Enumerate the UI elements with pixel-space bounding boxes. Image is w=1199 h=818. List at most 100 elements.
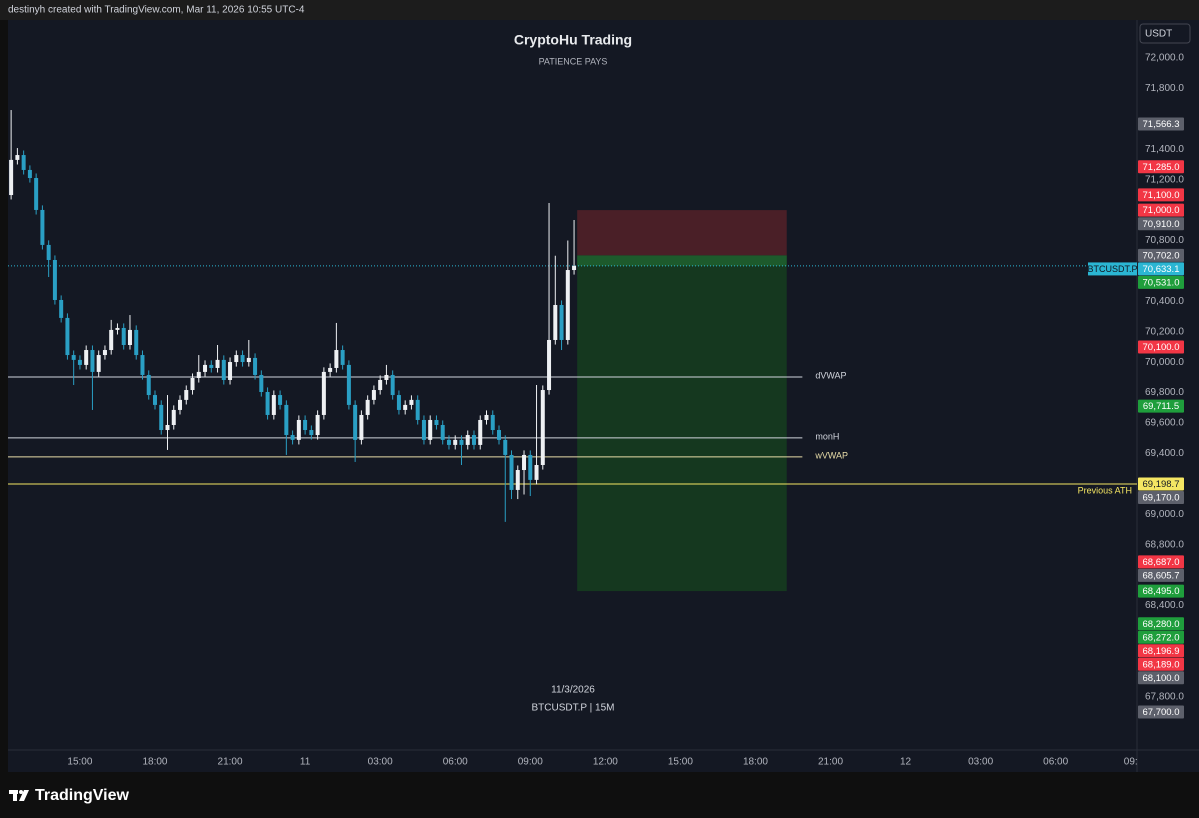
price-tag: [1138, 568, 1184, 582]
y-tick-label: 71,400.0: [1145, 144, 1184, 155]
candle-body: [296, 419, 301, 440]
candle-body: [559, 305, 564, 340]
y-tick-label: 70,200.0: [1145, 326, 1184, 337]
level-label: dVWAP: [815, 370, 846, 380]
candle-body: [90, 350, 95, 372]
candle-body: [515, 470, 520, 490]
candle-body: [221, 359, 226, 380]
x-tick-label: 03:00: [968, 757, 993, 768]
candle-body: [321, 371, 326, 415]
candle-body: [234, 355, 239, 363]
chart-pane: [8, 20, 1137, 750]
candle-body: [346, 364, 351, 405]
candle-body: [184, 390, 189, 400]
price-tag: [1138, 705, 1184, 719]
candle-body: [278, 395, 283, 405]
y-tick-label: 67,800.0: [1145, 691, 1184, 702]
candle-body: [27, 169, 32, 179]
candle-body: [565, 270, 570, 340]
y-tick-label: 72,000.0: [1145, 53, 1184, 64]
symbol-tag-label: BTCUSDT.P: [1087, 264, 1137, 274]
y-tick-label: 70,800.0: [1145, 235, 1184, 246]
x-tick-label: 21:00: [818, 757, 843, 768]
candle-body: [459, 439, 464, 445]
price-tag-label: 68,189.0: [1143, 659, 1180, 670]
candle-body: [246, 357, 251, 363]
candle-body: [371, 390, 376, 400]
candle-body: [390, 374, 395, 396]
candle-body: [478, 419, 483, 445]
price-tag: [1138, 491, 1184, 505]
candle-body: [178, 399, 183, 410]
candle-body: [509, 454, 514, 490]
price-tag: [1138, 644, 1184, 658]
candle-body: [465, 435, 470, 445]
candle-body: [146, 374, 151, 396]
candle-body: [171, 409, 176, 425]
candle-body: [71, 355, 76, 360]
price-tag: [1138, 477, 1184, 491]
candle-body: [384, 374, 389, 380]
candle-body: [165, 424, 170, 431]
price-tag-label: 69,170.0: [1143, 493, 1180, 504]
candle-body: [528, 454, 533, 480]
candle-body: [40, 209, 45, 245]
x-tick-label: 15:00: [67, 757, 92, 768]
brand-logo: [9, 790, 29, 801]
y-tick-label: 69,600.0: [1145, 418, 1184, 429]
candle-body: [209, 364, 214, 368]
candle-body: [290, 435, 295, 440]
x-tick-label: 03:00: [368, 757, 393, 768]
price-tag-label: 68,605.7: [1143, 570, 1180, 581]
candle-body: [522, 454, 527, 471]
candle-body: [21, 155, 26, 170]
x-tick-label: 06:00: [443, 757, 468, 768]
price-tag-label: 70,100.0: [1143, 342, 1180, 353]
candle-body: [228, 362, 233, 380]
candle-body: [253, 357, 258, 375]
currency-button[interactable]: [1139, 23, 1191, 44]
x-tick-label: 06:00: [1043, 757, 1068, 768]
price-tag-label: 70,531.0: [1143, 277, 1180, 288]
candle-body: [434, 419, 439, 425]
symbol-tag: [1088, 262, 1137, 276]
candle-body: [134, 329, 139, 356]
level-label: Previous ATH: [1078, 485, 1132, 495]
candle-body: [503, 439, 508, 455]
price-tag-label: 68,272.0: [1143, 632, 1180, 643]
stop-zone: [577, 210, 787, 256]
x-tick-label: 12:00: [593, 757, 618, 768]
target-zone: [577, 255, 787, 592]
open-profit: [577, 255, 787, 266]
price-tag-label: 69,198.7: [1143, 479, 1180, 490]
candle-body: [52, 259, 57, 300]
candle-body: [334, 350, 339, 368]
level-label: monH: [815, 431, 839, 441]
x-tick-label: 15:00: [668, 757, 693, 768]
candle-body: [140, 355, 145, 375]
candle-body: [127, 329, 132, 346]
price-tag: [1138, 203, 1184, 217]
candle-body: [265, 391, 270, 415]
candle-body: [415, 399, 420, 420]
x-tick-label: 09:: [1124, 757, 1138, 768]
candle-body: [471, 435, 476, 445]
candle-body: [328, 367, 333, 372]
header-bar: [0, 0, 1199, 20]
y-tick-label: 68,400.0: [1145, 600, 1184, 611]
price-tag: [1138, 630, 1184, 644]
price-tag: [1138, 217, 1184, 231]
candle-body: [340, 350, 345, 365]
candle-body: [446, 439, 451, 445]
candle-body: [102, 350, 107, 356]
y-tick-label: 68,800.0: [1145, 539, 1184, 550]
price-tag: [1138, 555, 1184, 569]
candle-body: [315, 414, 320, 436]
candle-body: [359, 414, 364, 440]
candle-body: [497, 430, 502, 440]
candle-body: [428, 419, 433, 440]
price-tag-label: 68,100.0: [1143, 673, 1180, 684]
candle-body: [96, 355, 101, 372]
candle-body: [365, 399, 370, 415]
x-tick-label: 12: [900, 757, 912, 768]
